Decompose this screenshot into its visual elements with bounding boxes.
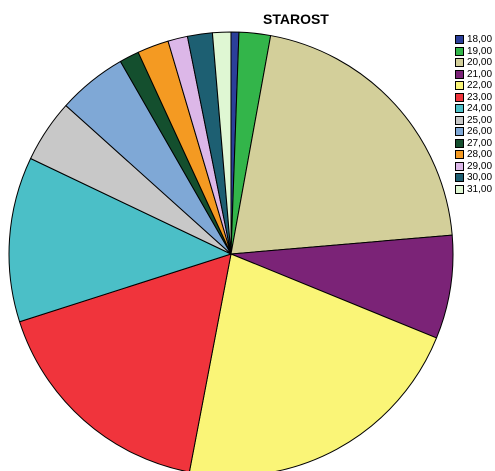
legend-swatch [455,69,464,79]
legend-item: 20,00 [455,57,492,69]
legend-item: 31,00 [455,184,492,196]
legend-swatch [455,81,464,91]
legend-label: 30,00 [467,172,493,184]
legend-item: 19,00 [455,46,492,58]
legend-swatch [455,184,464,194]
legend-swatch [455,173,464,183]
legend-swatch [455,138,464,148]
legend-swatch [455,46,464,56]
legend-item: 25,00 [455,115,492,127]
legend-swatch [455,92,464,102]
pie-slice-24-00 [8,157,232,323]
pie-slice-20-00 [230,35,453,255]
legend-label: 26,00 [467,126,493,138]
legend-swatch [455,35,464,45]
legend-label: 19,00 [467,45,493,57]
legend-item: 21,00 [455,69,492,81]
legend-label: 25,00 [467,114,493,126]
legend-item: 24,00 [455,103,492,115]
pie-slice-23-00 [19,253,232,471]
legend-label: 31,00 [467,183,493,195]
legend-swatch [455,127,464,137]
legend-label: 18,00 [467,34,493,46]
legend-label: 23,00 [467,91,493,103]
legend-swatch [455,161,464,171]
legend: 18,00 19,00 20,00 21,00 22,00 23,00 24,00 25,00… [455,34,492,195]
legend-item: 29,00 [455,161,492,173]
legend-swatch [455,150,464,160]
legend-item: 28,00 [455,149,492,161]
legend-item: 26,00 [455,126,492,138]
legend-label: 21,00 [467,68,493,80]
legend-swatch [455,104,464,114]
legend-swatch [455,115,464,125]
pie-slice-21-00 [230,234,454,339]
legend-label: 22,00 [467,80,493,92]
pie-slice-31-00 [211,31,232,255]
legend-swatch [455,58,464,68]
legend-item: 27,00 [455,138,492,150]
legend-label: 29,00 [467,160,493,172]
legend-label: 20,00 [467,57,493,69]
legend-label: 28,00 [467,149,493,161]
legend-item: 22,00 [455,80,492,92]
legend-item: 18,00 [455,34,492,46]
pie-slice-22-00 [189,253,438,471]
legend-label: 24,00 [467,103,493,115]
legend-label: 27,00 [467,137,493,149]
chart-title: STAROST [263,11,329,27]
legend-item: 23,00 [455,92,492,104]
legend-item: 30,00 [455,172,492,184]
